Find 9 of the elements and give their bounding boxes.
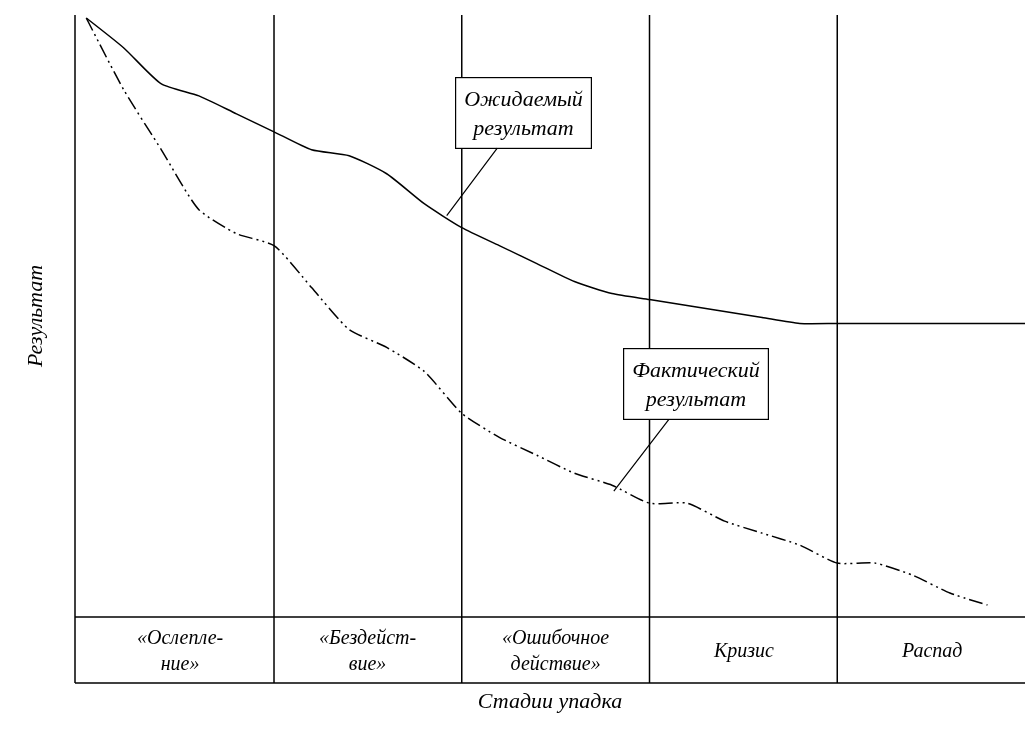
text: Распад <box>901 639 963 661</box>
text: «Ослепле- ние» <box>137 626 224 674</box>
x-axis-title: Стадии упадка <box>477 687 623 713</box>
text: Кризис <box>713 639 775 662</box>
annotation: Фактический результат <box>632 357 760 411</box>
y-axis-title: Результат <box>21 264 47 369</box>
annotation: Ожидаемый результат <box>464 86 583 140</box>
text: «Ошибочное действие» <box>502 626 610 674</box>
text: «Бездейст- вие» <box>319 626 417 674</box>
